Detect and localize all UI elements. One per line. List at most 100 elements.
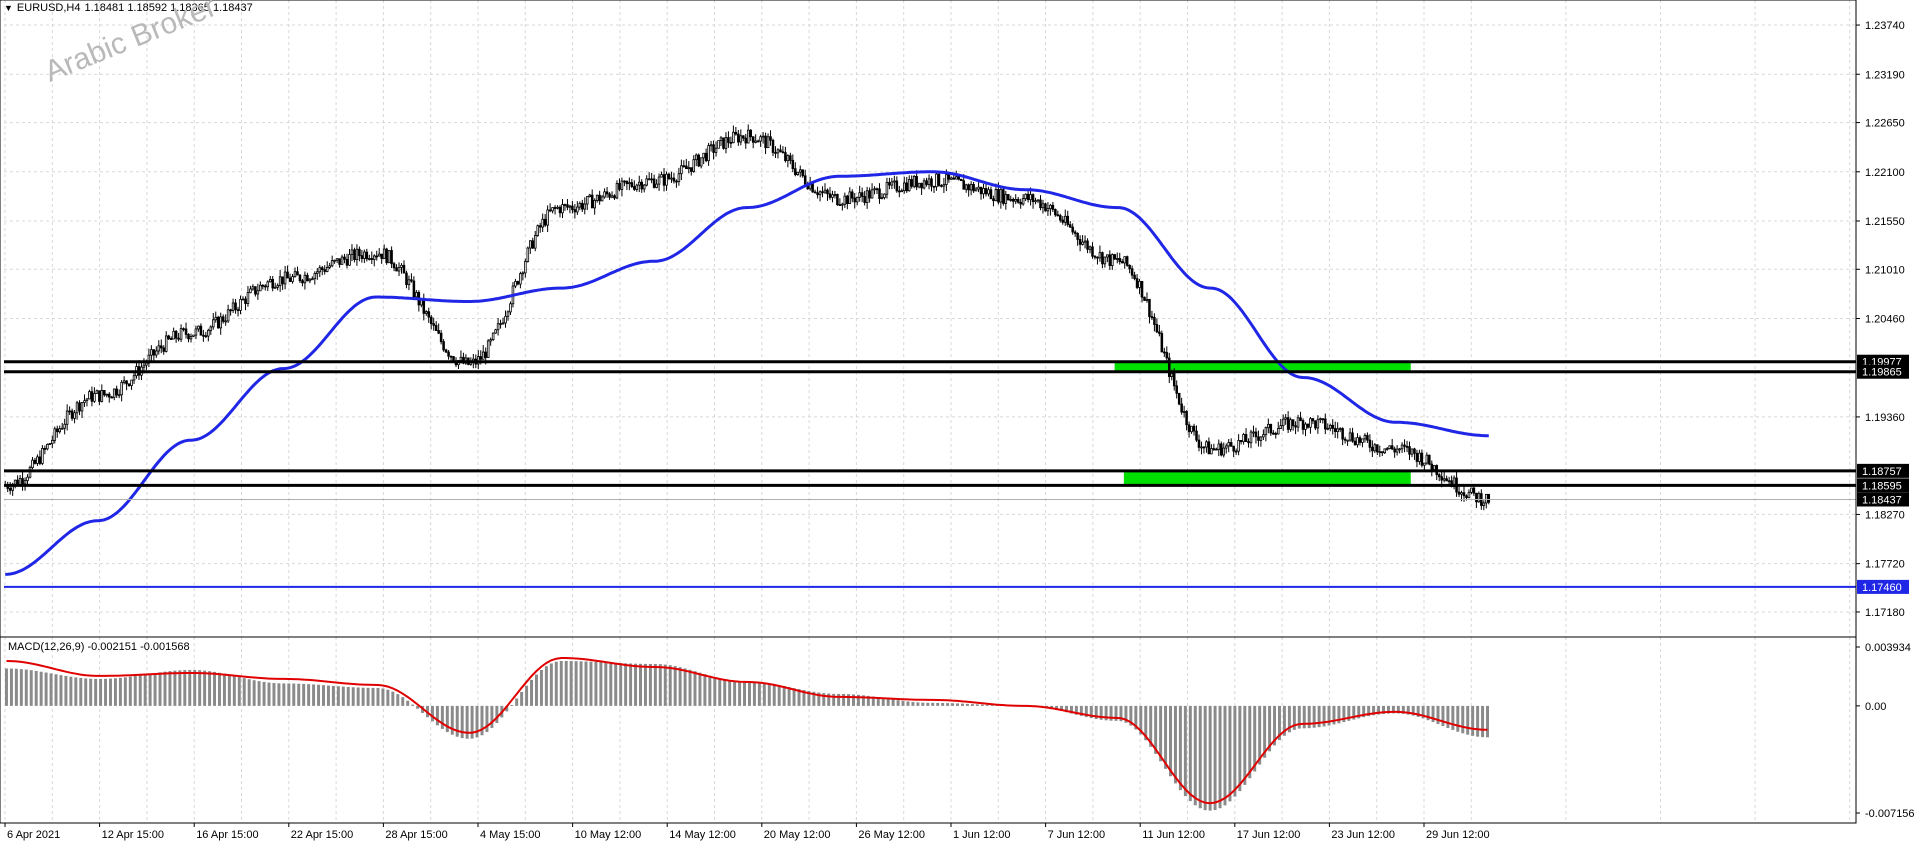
- time-axis-label: 6 Apr 2021: [7, 829, 60, 841]
- candle-body: [1044, 203, 1047, 212]
- candle-body: [442, 341, 445, 351]
- candle-body: [353, 249, 356, 261]
- price-tag-label: 1.18757: [1862, 466, 1902, 478]
- candle-body: [397, 266, 401, 272]
- candle-body: [1101, 252, 1104, 265]
- candle-body: [88, 391, 91, 400]
- candle-body: [348, 254, 351, 266]
- candle-body: [437, 330, 440, 334]
- candle-body: [382, 248, 386, 259]
- candle-body: [950, 177, 953, 180]
- candle-body: [1168, 357, 1171, 377]
- candle-body: [320, 267, 324, 270]
- candle-body: [900, 190, 904, 193]
- price-axis-label: 1.17180: [1865, 607, 1905, 619]
- candle-body: [439, 332, 443, 343]
- candle-body: [58, 428, 61, 433]
- candle-body: [714, 147, 718, 153]
- candle-body: [1073, 231, 1077, 234]
- candle-body: [836, 194, 839, 205]
- candle-body: [657, 176, 661, 185]
- candle-body: [754, 140, 757, 143]
- candle-body: [1039, 199, 1042, 209]
- candle-body: [1388, 445, 1391, 449]
- candle-body: [670, 177, 673, 180]
- candle-body: [291, 276, 294, 282]
- candle-body: [1133, 274, 1136, 280]
- candle-body: [85, 398, 89, 402]
- candle-body: [1212, 448, 1216, 450]
- candle-body: [865, 190, 869, 203]
- candle-body: [115, 388, 118, 396]
- candle-body: [692, 159, 696, 172]
- candle-body: [1232, 445, 1235, 452]
- candle-body: [1423, 462, 1426, 466]
- candle-body: [613, 195, 616, 199]
- candle-body: [885, 182, 889, 195]
- candle-body: [318, 267, 322, 273]
- candle-body: [1328, 424, 1332, 429]
- candle-body: [1475, 492, 1478, 503]
- candle-body: [1366, 434, 1369, 441]
- time-axis-label: 12 Apr 15:00: [102, 829, 164, 841]
- candle-body: [694, 154, 698, 161]
- candle-body: [843, 195, 847, 205]
- candle-body: [330, 260, 334, 267]
- candle-body: [702, 152, 705, 159]
- candle-body: [150, 349, 153, 356]
- candle-body: [130, 379, 133, 386]
- candle-body: [434, 324, 438, 331]
- candle-body: [556, 206, 559, 209]
- price-tag-label: 1.17460: [1862, 582, 1902, 594]
- candle-body: [680, 165, 683, 175]
- upper-zone: [1114, 361, 1411, 372]
- candle-body: [1430, 463, 1434, 470]
- candle-body: [1031, 194, 1035, 203]
- candle-body: [541, 218, 544, 228]
- candle-body: [273, 286, 277, 289]
- candle-body: [1279, 425, 1282, 429]
- candle-body: [952, 177, 956, 180]
- candle-body: [1091, 246, 1094, 257]
- candle-body: [1413, 448, 1416, 454]
- candle-body: [997, 189, 1000, 203]
- ohlc-values: 1.18481 1.18592 1.18365 1.18437: [84, 2, 253, 14]
- candle-body: [1304, 423, 1307, 430]
- candle-body: [585, 196, 589, 205]
- candle-body: [833, 194, 837, 196]
- candle-body: [1207, 441, 1211, 455]
- candle-body: [697, 154, 700, 167]
- candle-body: [1227, 442, 1230, 447]
- dropdown-triangle-icon[interactable]: ▼: [4, 3, 13, 13]
- candle-body: [1019, 201, 1022, 205]
- time-axis-label: 14 May 12:00: [669, 829, 736, 841]
- candle-body: [1004, 194, 1008, 204]
- candle-body: [1457, 491, 1461, 495]
- candle-body: [690, 167, 693, 172]
- candle-body: [655, 183, 658, 188]
- candle-body: [427, 311, 431, 318]
- candle-body: [8, 488, 12, 491]
- candle-body: [363, 251, 366, 259]
- candle-body: [1111, 254, 1114, 266]
- candle-body: [1140, 280, 1144, 298]
- candle-body: [875, 188, 879, 191]
- candle-body: [48, 443, 52, 445]
- horizontal-lines[interactable]: 1.199771.198651.187571.185951.174601.184…: [4, 354, 1909, 594]
- candle-body: [278, 276, 282, 286]
- candle-body: [546, 209, 549, 226]
- candle-body: [489, 339, 492, 342]
- candle-body: [311, 278, 314, 281]
- candle-body: [514, 281, 517, 287]
- candle-body: [132, 375, 136, 381]
- candle-body: [903, 182, 906, 192]
- candle-body: [1115, 258, 1119, 260]
- candle-body: [486, 340, 490, 358]
- candle-body: [1187, 424, 1191, 433]
- time-axis-label: 23 Jun 12:00: [1331, 829, 1395, 841]
- candle-body: [756, 140, 760, 143]
- candle-body: [786, 155, 790, 162]
- candle-body: [55, 428, 59, 433]
